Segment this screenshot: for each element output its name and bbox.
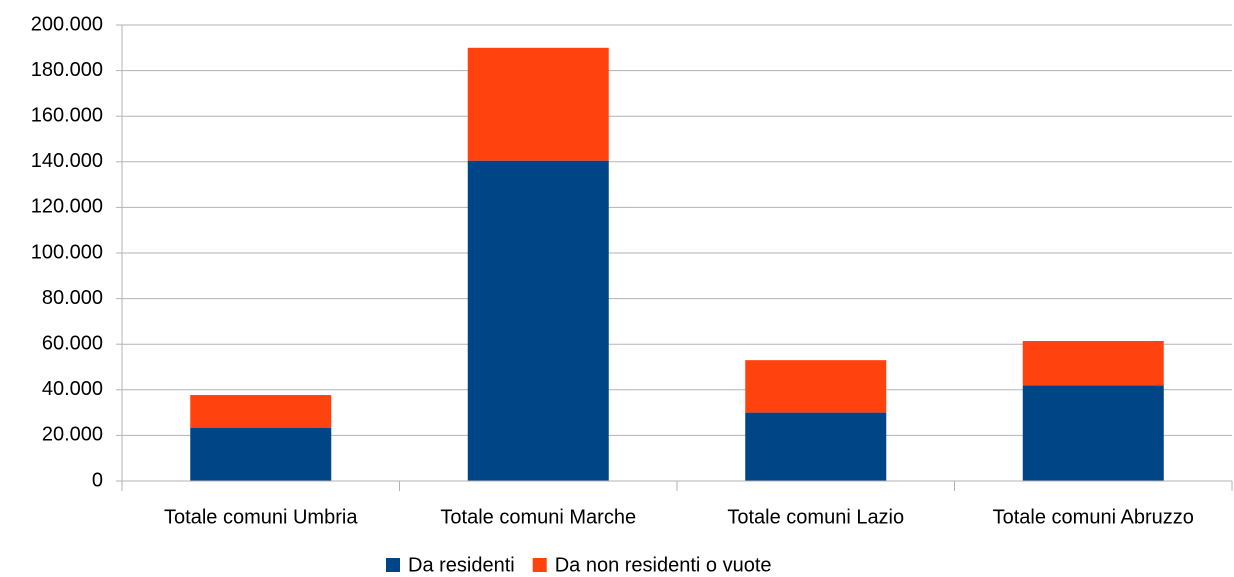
y-tick-label: 160.000 — [31, 104, 103, 126]
bar-segment — [190, 395, 332, 428]
y-tick-label: 200.000 — [31, 13, 103, 35]
bar-segment — [1022, 341, 1164, 386]
y-tick-label: 180.000 — [31, 59, 103, 81]
y-tick-label: 40.000 — [42, 378, 103, 400]
legend-label: Da non residenti o vuote — [555, 554, 772, 576]
y-tick-label: 0 — [92, 469, 103, 491]
x-tick-label: Totale comuni Marche — [440, 506, 636, 528]
bar-segment — [467, 160, 609, 481]
y-tick-label: 60.000 — [42, 332, 103, 354]
bar-segment — [745, 412, 887, 481]
bar-segment — [190, 427, 332, 481]
legend-label: Da residenti — [408, 554, 515, 576]
y-tick-label: 80.000 — [42, 287, 103, 309]
y-tick-label: 140.000 — [31, 150, 103, 172]
x-tick-label: Totale comuni Lazio — [727, 506, 904, 528]
x-tick-label: Totale comuni Abruzzo — [993, 506, 1194, 528]
bar-segment — [745, 360, 887, 413]
legend-swatch — [532, 558, 547, 572]
bar-segment — [1022, 385, 1164, 481]
x-tick-label: Totale comuni Umbria — [164, 506, 358, 528]
y-tick-label: 120.000 — [31, 196, 103, 218]
legend-swatch — [386, 558, 400, 572]
y-tick-label: 20.000 — [42, 424, 103, 446]
bar-segment — [467, 47, 609, 161]
y-tick-label: 100.000 — [31, 241, 103, 263]
